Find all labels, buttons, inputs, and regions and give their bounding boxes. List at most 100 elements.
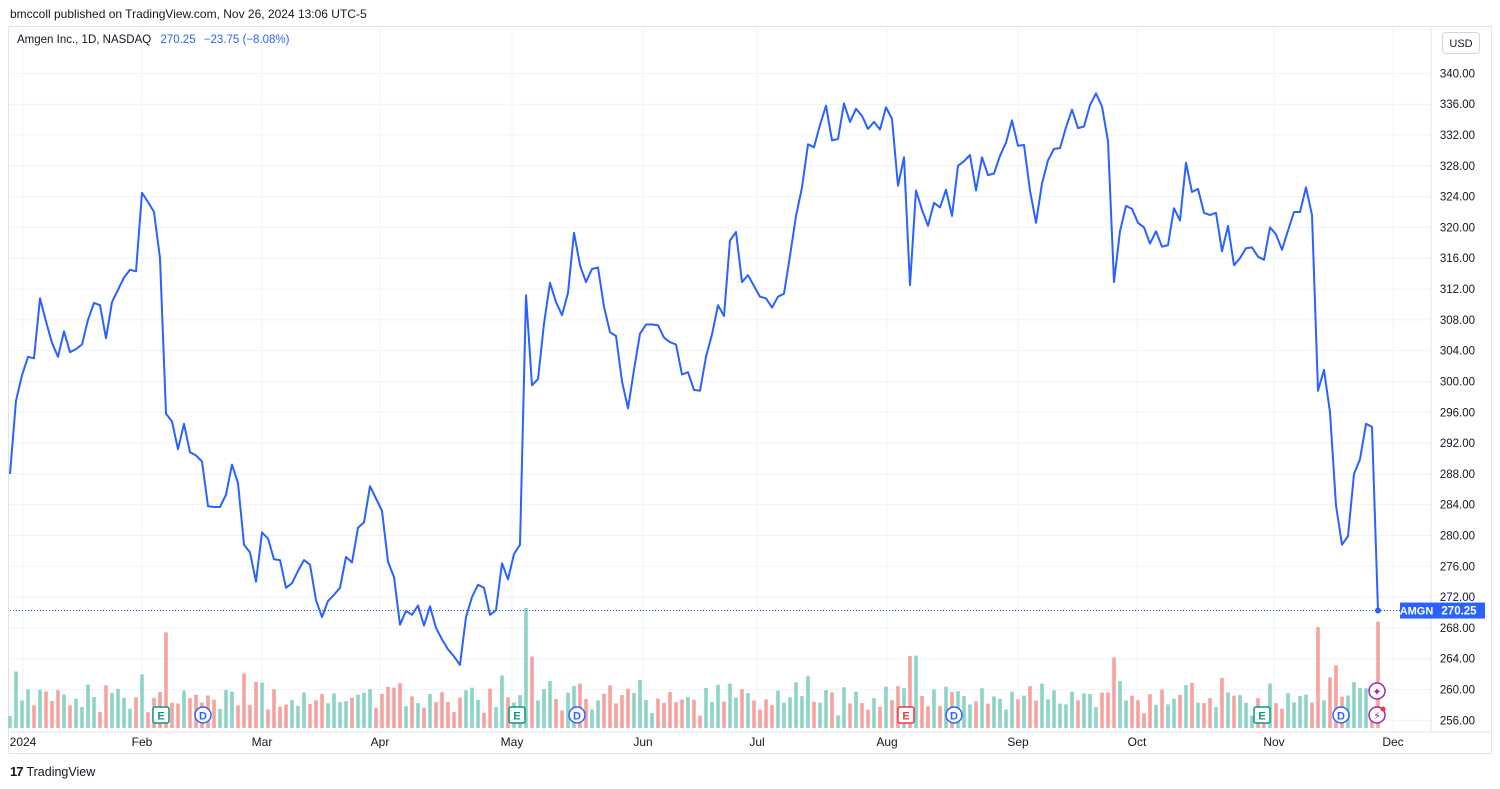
earnings-marker-icon-label: E	[513, 711, 520, 723]
volume-bar	[242, 673, 246, 728]
earnings-marker-icon-label: E	[1258, 711, 1265, 723]
volume-bar	[386, 686, 390, 728]
volume-bar	[914, 655, 918, 728]
volume-bar	[1334, 665, 1338, 728]
earnings-marker-icon-label: E	[902, 711, 909, 723]
volume-bar	[116, 688, 120, 728]
volume-bar	[1154, 704, 1158, 728]
x-tick-label: Mar	[252, 735, 273, 749]
x-tick-label: Dec	[1382, 735, 1403, 749]
currency-button[interactable]: USD	[1442, 32, 1480, 54]
volume-bar	[998, 698, 1002, 728]
volume-bar	[104, 685, 108, 728]
volume-bar	[284, 704, 288, 728]
volume-bar	[248, 704, 252, 728]
volume-bar	[182, 690, 186, 728]
volume-bar	[1124, 700, 1128, 728]
volume-bar	[266, 709, 270, 728]
volume-bar	[1190, 682, 1194, 728]
volume-bar	[542, 688, 546, 728]
volume-bar	[176, 703, 180, 728]
volume-bar	[1298, 696, 1302, 728]
dividend-marker-icon-label: D	[573, 711, 581, 723]
y-tick-label: 336.00	[1440, 99, 1475, 111]
x-tick-label: Apr	[371, 735, 390, 749]
volume-bar	[1322, 700, 1326, 728]
volume-bar	[452, 712, 456, 728]
volume-bar	[344, 701, 348, 728]
volume-bar	[506, 697, 510, 728]
volume-bar	[524, 608, 528, 728]
volume-bar	[1070, 691, 1074, 728]
y-tick-label: 256.00	[1440, 715, 1475, 727]
volume-bar	[296, 705, 300, 728]
volume-bar	[836, 715, 840, 728]
volume-bar	[1364, 688, 1368, 728]
volume-bar	[1010, 691, 1014, 728]
volume-bar	[80, 707, 84, 728]
volume-bar	[1094, 707, 1098, 728]
y-tick-label: 340.00	[1440, 68, 1475, 80]
y-tick-label: 260.00	[1440, 684, 1475, 696]
volume-bar	[1136, 700, 1140, 728]
volume-bar	[686, 697, 690, 728]
volume-bar	[1064, 704, 1068, 728]
volume-bar	[1220, 678, 1224, 728]
volume-bar	[866, 709, 870, 728]
volume-bar	[1172, 698, 1176, 728]
y-tick-label: 276.00	[1440, 561, 1475, 573]
volume-bar	[302, 692, 306, 728]
chart-frame	[8, 26, 1492, 754]
volume-bar	[1304, 694, 1308, 728]
volume-bar	[260, 682, 264, 728]
volume-bar	[548, 681, 552, 728]
volume-bar	[1046, 699, 1050, 728]
volume-bar	[32, 705, 36, 728]
volume-bar	[404, 706, 408, 728]
brand-name: TradingView	[26, 764, 96, 779]
y-tick-label: 312.00	[1440, 284, 1475, 296]
volume-bar	[134, 697, 138, 728]
volume-bar	[1178, 694, 1182, 728]
y-tick-label: 268.00	[1440, 623, 1475, 635]
volume-bar	[350, 697, 354, 728]
volume-bar	[128, 708, 132, 728]
volume-bar	[230, 691, 234, 728]
volume-bar	[368, 688, 372, 728]
x-tick-label: Feb	[132, 735, 153, 749]
volume-bar	[374, 707, 378, 728]
volume-bar	[842, 687, 846, 728]
volume-bar	[170, 702, 174, 728]
volume-bar	[356, 694, 360, 728]
volume-bar	[668, 692, 672, 728]
volume-bar	[50, 701, 54, 728]
volume-bar	[446, 701, 450, 728]
volume-bar	[824, 690, 828, 728]
y-tick-label: 304.00	[1440, 346, 1475, 358]
volume-bar	[380, 693, 384, 728]
volume-bar	[1352, 682, 1356, 728]
y-tick-label: 324.00	[1440, 192, 1475, 204]
volume-bar	[788, 697, 792, 728]
dividend-marker-icon-label: D	[1337, 711, 1345, 723]
volume-bar	[74, 698, 78, 728]
volume-bar	[1274, 703, 1278, 728]
volume-bar	[860, 703, 864, 728]
earnings-marker-icon	[152, 706, 170, 724]
price-tag-label: 270.25	[1441, 606, 1477, 618]
volume-bar	[536, 700, 540, 728]
future-event-icon	[1368, 682, 1386, 700]
volume-bar	[800, 696, 804, 728]
split-event-glyph: ⚡	[1373, 710, 1381, 723]
ticker-tag	[1400, 602, 1433, 619]
volume-bar	[1058, 703, 1062, 728]
y-tick-label: 328.00	[1440, 161, 1475, 173]
volume-bar	[944, 686, 948, 728]
volume-bar	[1226, 692, 1230, 728]
volume-bar	[92, 696, 96, 728]
volume-bar	[674, 702, 678, 728]
volume-bar	[44, 691, 48, 728]
volume-bar	[614, 703, 618, 728]
volume-bar	[8, 716, 12, 728]
